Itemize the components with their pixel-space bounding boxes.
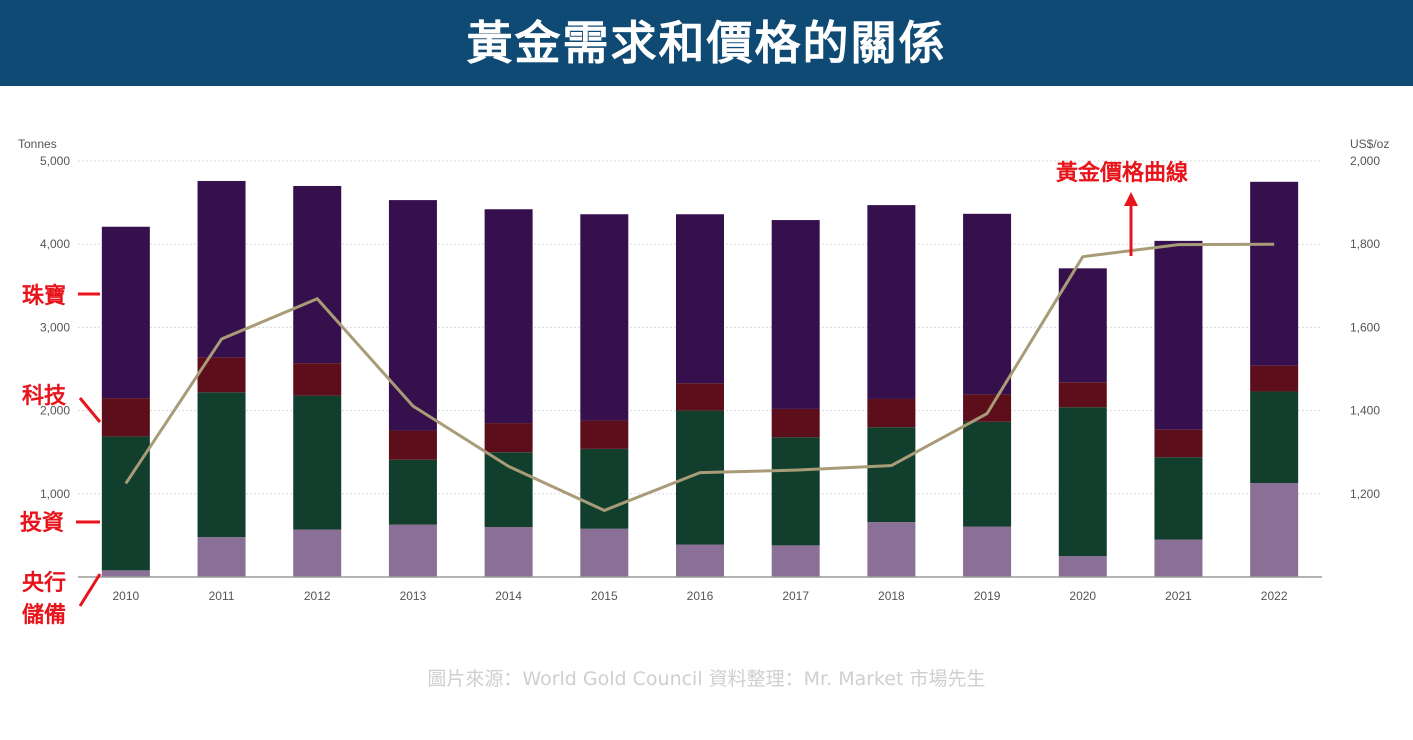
annotation-investment: 投資 [20,510,64,536]
y2-tick-label: 1,400 [1350,404,1380,418]
x-tick-label: 2010 [112,589,139,603]
bar-jewelry [963,213,1012,395]
bar-investment [1154,457,1203,540]
bar-central-banks [388,524,437,577]
x-tick-label: 2017 [782,589,809,603]
bar-central-banks [963,526,1012,577]
annotation-price-arrow-head [1124,192,1138,206]
bar-technology [1154,429,1203,458]
bar-central-banks [1154,539,1203,577]
y2-tick-label: 1,800 [1350,237,1380,251]
annotation-jewelry: 珠寶 [22,283,66,309]
bar-jewelry [771,220,820,409]
bar-central-banks [867,522,916,577]
y-tick-label: 3,000 [40,320,70,334]
annotation-central-banks-line2: 儲備 [22,602,66,628]
y-tick-label: 2,000 [40,404,70,418]
y2-tick-label: 1,600 [1350,320,1380,334]
bar-technology [580,420,629,449]
annotation-technology-pointer [78,397,102,423]
bar-investment [197,392,246,538]
bar-technology [1250,365,1299,392]
annotation-price-line: 黃金價格曲線 [1056,160,1188,186]
annotation-central-banks-line1: 央行 [22,570,66,596]
bar-investment [1058,407,1107,557]
bar-central-banks [293,529,342,577]
bar-jewelry [1250,181,1299,366]
bar-technology [963,394,1012,422]
bar-central-banks [484,527,533,577]
y-tick-label: 1,000 [40,487,70,501]
bar-jewelry [1154,240,1203,430]
y-tick-label: 5,000 [40,154,70,168]
bar-technology [101,398,150,437]
x-tick-label: 2021 [1165,589,1192,603]
bar-central-banks [101,570,150,577]
bar-investment [963,421,1012,527]
x-tick-label: 2020 [1069,589,1096,603]
x-tick-label: 2014 [495,589,522,603]
y2-tick-label: 2,000 [1350,154,1380,168]
x-tick-label: 2018 [878,589,905,603]
bar-technology [867,398,916,428]
y-axis-label: Tonnes [18,137,57,151]
bar-jewelry [388,200,437,431]
bar-investment [388,459,437,525]
x-tick-label: 2015 [591,589,618,603]
bar-jewelry [101,226,150,399]
source-note: 圖片來源：World Gold Council 資料整理：Mr. Market … [427,668,986,690]
x-tick-label: 2022 [1261,589,1288,603]
bar-jewelry [484,209,533,424]
bar-central-banks [1250,482,1299,577]
bar-investment [580,448,629,529]
bar-investment [867,427,916,523]
bar-central-banks [1058,556,1107,577]
bar-investment [771,437,820,546]
bar-central-banks [676,544,724,577]
bar-technology [293,363,342,396]
gold-demand-chart: 1,000 2,000 3,000 4,000 5,000 1,200 1,400 1,600… [18,137,1389,628]
x-tick-label: 2011 [209,589,235,603]
bar-technology [1058,382,1107,408]
bar-central-banks [197,537,246,577]
bar-technology [771,408,820,438]
bar-jewelry [867,205,916,399]
header-bar [0,0,1413,86]
annotation-central-banks-pointer [78,573,102,607]
bar-investment [484,452,533,528]
x-tick-label: 2012 [304,589,331,603]
bar-jewelry [197,180,246,358]
gold-price-line [124,242,1275,512]
bar-central-banks [771,545,820,577]
x-tick-label: 2016 [687,589,714,603]
bar-central-banks [580,528,629,577]
bar-technology [484,423,533,453]
bar-jewelry [293,185,342,364]
page-title: 黃金需求和價格的關係 [466,16,947,70]
bar-investment [1250,391,1299,483]
bar-jewelry [580,214,629,421]
annotation-technology: 科技 [22,384,67,409]
y-tick-label: 4,000 [40,237,70,251]
x-tick-label: 2013 [400,589,427,603]
y2-axis-label: US$/oz [1350,137,1389,151]
bar-technology [676,383,724,411]
bar-investment [676,410,724,545]
bar-jewelry [676,214,724,384]
x-tick-label: 2019 [974,589,1001,603]
y2-tick-label: 1,200 [1350,487,1380,501]
bar-jewelry [1058,268,1107,383]
bar-technology [388,430,437,460]
bar-investment [293,395,342,530]
